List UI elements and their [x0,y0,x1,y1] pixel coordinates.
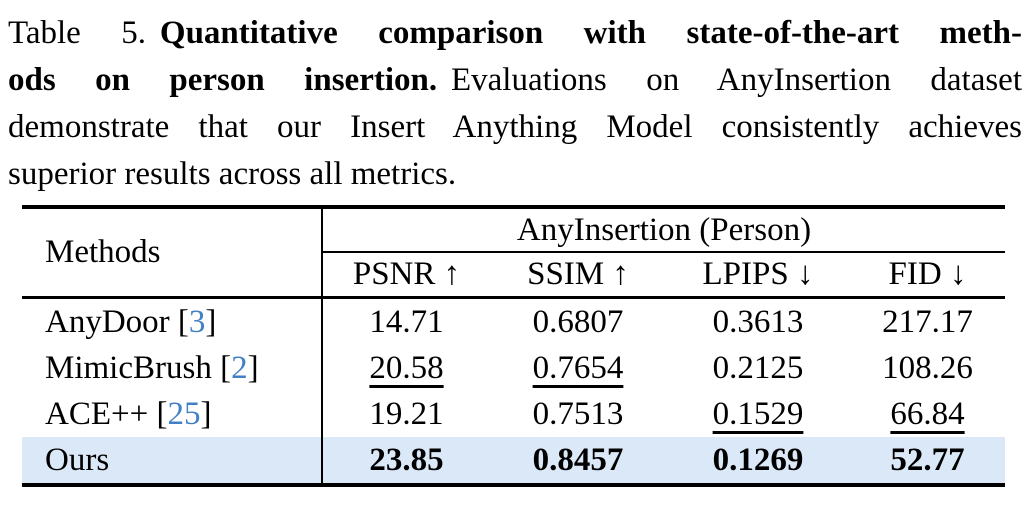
method-cell: MimicBrush [2] [22,345,323,391]
column-group-header: AnyInsertion (Person) [322,207,1006,253]
method-cell: AnyDoor [3] [22,297,323,345]
citation-link[interactable]: 25 [167,395,201,432]
caption-line-4: superior results across all metrics. [8,151,1022,198]
metric-value: 52.77 [890,441,965,478]
caption-bold-text: Quantitative comparison with state-of-th… [159,15,1022,51]
method-name: AnyDoor [45,303,170,340]
caption-line-1: Table 5. Quantitative comparison with sta… [8,10,1022,57]
column-header-psnr: PSNR ↑ [322,252,490,299]
metric-header-row: PSNR ↑ SSIM ↑ LPIPS ↓ FID ↓ [22,252,1006,299]
column-header-fid: FID ↓ [850,252,1006,299]
metric-value: 14.71 [369,303,444,340]
methods-header-cell: Methods [22,207,323,299]
metric-value: 0.1529 [712,395,804,432]
citation-bracket: ] [205,303,217,340]
group-header-row: Methods AnyInsertion (Person) [22,207,1006,299]
citation-bracket: ] [247,349,259,386]
results-table: Methods AnyInsertion (Person) PSNR ↑ SSI… [22,205,1006,487]
metric-value: 217.17 [882,303,973,340]
metric-value: 19.21 [369,395,444,432]
caption-line-2: ods on person insertion. Evaluations on A… [8,57,1022,104]
table-row-ours: Ours 23.85 0.8457 0.1269 52.77 [22,437,1006,485]
citation-bracket: ] [200,395,212,432]
caption-text: Evaluations on AnyInsertion dataset [450,62,1022,98]
citation-bracket: [ [148,395,168,432]
method-name: Ours [45,441,110,478]
table-row-anydoor: AnyDoor [3] 14.71 0.6807 0.3613 217.17 [22,297,1005,345]
table-row-mimicbrush: MimicBrush [2] 20.58 0.7654 0.2125 108.2… [22,345,1005,391]
column-header-ssim: SSIM ↑ [490,252,666,299]
caption-bold-text: ods on person insertion. [8,62,438,98]
citation-link[interactable]: 3 [188,303,206,340]
metric-value: 0.7513 [532,395,624,432]
caption-text: superior results across all metrics. [8,156,457,192]
metric-value: 0.6807 [532,303,624,340]
metric-value: 0.7654 [532,349,624,386]
column-header-lpips: LPIPS ↓ [666,252,850,299]
metric-value: 20.58 [369,349,444,386]
method-name: MimicBrush [45,349,212,386]
citation-bracket: [ [211,349,232,386]
citation-bracket: [ [169,303,189,340]
metric-value: 0.3613 [712,303,804,340]
method-name: ACE++ [45,395,149,432]
citation-link[interactable]: 2 [231,349,248,386]
metric-value: 108.26 [882,349,973,386]
metric-value: 0.2125 [712,349,804,386]
caption-table-number: Table 5. [8,15,147,51]
caption-line-3: demonstrate that our Insert Anything Mod… [8,104,1022,151]
metric-value: 66.84 [890,395,965,432]
method-cell: Ours [22,437,323,485]
metric-value: 23.85 [369,441,444,478]
metric-value: 0.1269 [712,441,804,478]
metric-value: 0.8457 [532,441,624,478]
table-row-aceplusplus: ACE++ [25] 19.21 0.7513 0.1529 66.84 [22,391,1005,437]
table-caption: Table 5. Quantitative comparison with sta… [8,10,1022,198]
method-cell: ACE++ [25] [22,391,323,437]
caption-text: demonstrate that our Insert Anything Mod… [8,109,1022,145]
